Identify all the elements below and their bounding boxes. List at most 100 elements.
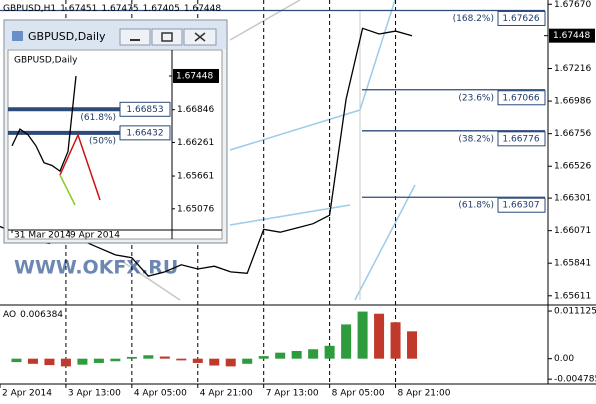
fib-price: 1.66853 (126, 105, 163, 115)
last-price-box (549, 28, 595, 43)
y-tick-label: 1.66261 (177, 138, 214, 148)
fib-price: 1.67626 (502, 14, 539, 24)
ao-bar (209, 358, 220, 366)
ohlc-value: 1.67451 (60, 4, 97, 14)
channel-line (354, 184, 416, 301)
y-tick-label: 1.67670 (554, 0, 591, 10)
zigzag (59, 174, 76, 206)
ao-bar (143, 355, 154, 359)
y-tick-label: 0.011125 (554, 307, 596, 317)
fib-price-box (497, 197, 546, 213)
ao-bar (176, 358, 187, 361)
last-price-box (173, 68, 219, 83)
fib-ratio: (61.8%) (80, 113, 116, 123)
ao-bar (93, 358, 104, 363)
y-tick-label: -0.004785 (554, 375, 596, 385)
channel-line (119, 259, 181, 301)
fib-price-box (497, 10, 546, 26)
ao-bar (275, 352, 286, 359)
x-tick-label: 9 Apr 2014 (70, 231, 120, 241)
indicator-value: 0.006384 (20, 310, 63, 320)
x-tick-label: 4 Apr 05:00 (134, 389, 187, 399)
last-price: 1.67448 (553, 31, 590, 41)
ao-bar (159, 356, 170, 359)
fib-price: 1.66432 (126, 128, 163, 138)
y-tick-label: 1.66756 (554, 129, 591, 139)
y-tick-label: 0.00 (554, 354, 574, 364)
fib-price: 1.67066 (502, 93, 539, 103)
chart-header: GBPUSD,H1 1.67451 1.67475 1.67405 1.67448 (3, 4, 221, 14)
watermark: WWW.OKFX.RU (14, 257, 178, 279)
channel-lines (119, 0, 416, 301)
x-tick-label: 4 Apr 21:00 (200, 389, 253, 399)
fib-ratio: (38.2%) (458, 134, 494, 144)
ao-bar (291, 350, 302, 359)
fib-ratio: (61.8%) (458, 201, 494, 211)
fib-price-box (497, 90, 546, 106)
window-title: GBPUSD,Daily (28, 30, 106, 43)
last-price: 1.67448 (176, 71, 213, 81)
window-icon (12, 31, 23, 41)
x-tick-label: 3 Apr 13:00 (68, 389, 121, 399)
close-icon (194, 32, 206, 42)
price-line (11, 75, 77, 173)
channel-line (229, 0, 301, 41)
ohlc-value: 1.67475 (101, 4, 138, 14)
y-tick-label: 1.66846 (177, 105, 214, 115)
maximize-icon (161, 32, 173, 42)
y-tick-label: 1.65076 (177, 204, 214, 214)
y-tick-label: 1.66526 (554, 162, 591, 172)
zigzag (59, 132, 101, 201)
fib-price: 1.66776 (502, 134, 539, 144)
y-tick-label: 1.66986 (554, 97, 591, 107)
y-tick-label: 1.65841 (554, 259, 591, 269)
ao-bar (258, 356, 269, 359)
x-tick-label: 2 Apr 2014 (2, 389, 52, 399)
fib-price: 1.66307 (502, 201, 539, 211)
fib-price-box (119, 101, 171, 117)
y-tick-label: 1.65661 (177, 172, 214, 182)
indicator-name: AO (3, 310, 16, 320)
x-tick-label: 8 Apr 05:00 (332, 389, 385, 399)
ao-bar (242, 358, 253, 364)
inset-window: GBPUSD,Daily 1.66846 1.66261 1.65661 1.6507… (3, 19, 228, 244)
ao-bar (60, 358, 71, 367)
x-tick-label: 7 Apr 13:00 (266, 389, 319, 399)
ao-bar (192, 358, 203, 363)
symbol-title: GBPUSD,H1 (3, 4, 56, 14)
ao-bar (225, 358, 236, 367)
ao-header: AO 0.006384 (3, 310, 63, 320)
maximize-button[interactable] (151, 28, 183, 46)
ao-panel: 0.011125 0.00 -0.004785 AO 0.006384 (3, 307, 596, 385)
channel-line (359, 0, 396, 111)
ao-bar (308, 349, 319, 359)
ao-bar (357, 311, 368, 359)
y-tick-label: 1.66071 (554, 226, 591, 236)
y-tick-label: 1.65611 (554, 291, 591, 301)
ao-bar (341, 324, 352, 359)
x-tick-label: 31 Mar 2014 (14, 231, 71, 241)
ao-bar (126, 356, 137, 359)
ao-bar (407, 331, 418, 359)
ao-bar (374, 313, 385, 359)
fib-price-box (119, 125, 171, 141)
inset-chart: 1.66846 1.66261 1.65661 1.65076 31 Mar 20149… (8, 50, 222, 241)
ao-bar (27, 358, 38, 364)
ao-bar (11, 358, 22, 363)
ao-bar (44, 358, 55, 366)
ao-bar (324, 345, 335, 359)
ohlc-value: 1.67448 (184, 4, 221, 14)
x-tick-label: 8 Apr 21:00 (398, 389, 451, 399)
fib-ratio: (23.6%) (458, 93, 494, 103)
fib-ratio: (168.2%) (453, 14, 494, 24)
ohlc-value: 1.67405 (143, 4, 180, 14)
y-tick-label: 1.66301 (554, 194, 591, 204)
ao-bar (110, 358, 121, 362)
channel-line (229, 109, 361, 151)
inset-chart-title: GBPUSD,Daily (14, 56, 78, 66)
ao-bar (390, 322, 401, 359)
minimize-button[interactable] (119, 28, 151, 46)
fib-ratio: (50%) (89, 136, 116, 146)
ao-bar (77, 358, 88, 365)
